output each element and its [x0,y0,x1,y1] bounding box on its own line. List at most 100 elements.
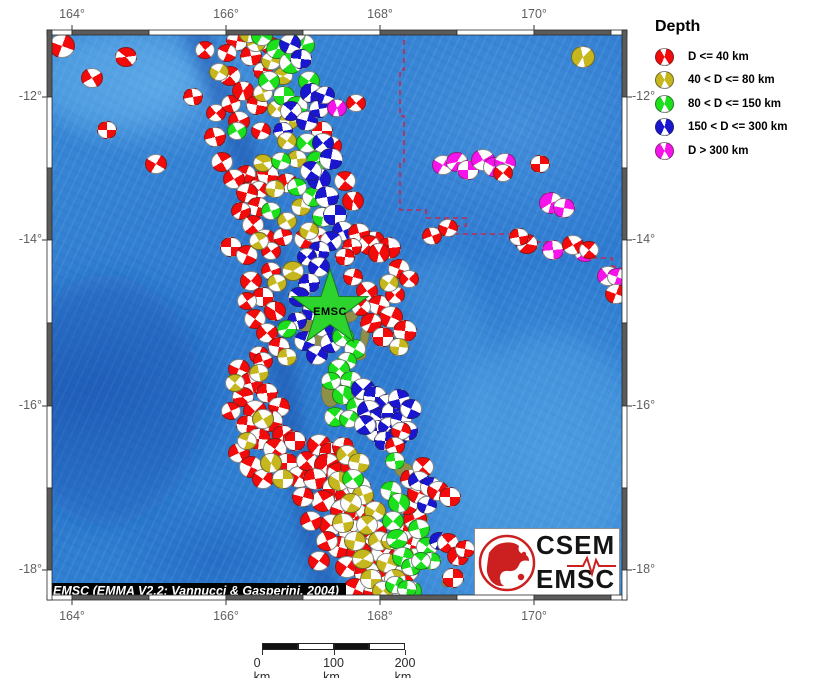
focal-mechanism [327,98,347,118]
focal-mechanism [81,67,103,89]
axis-label: 164° [59,7,85,21]
axis-label: 166° [213,609,239,623]
focal-mechanism [277,319,297,339]
focal-mechanism [379,273,399,293]
focal-mechanism [438,218,458,238]
legend-item-label: 40 < D <= 80 km [688,74,775,87]
focal-mechanism [261,201,281,221]
focal-mechanism [282,260,304,282]
legend-beachball-icon [655,141,674,160]
focal-mechanism [299,221,319,241]
focal-mechanism [455,539,475,559]
legend-item: 80 < D <= 150 km [655,92,787,116]
focal-mechanism [368,242,390,264]
scale-bar-segment [262,643,298,650]
legend-item-label: D > 300 km [688,144,749,157]
focal-mechanism [571,45,595,69]
focal-mechanism [542,239,564,261]
focal-mechanism [382,510,404,532]
focal-mechanism [553,197,575,219]
focal-mechanism [236,244,258,266]
focal-mechanism [260,452,282,474]
csem-emsc-logo: CSEM EMSC [474,528,620,598]
focal-mechanism [195,40,215,60]
focal-mechanism [493,163,513,183]
focal-mechanism [240,270,262,292]
focal-mechanism [385,451,405,471]
focal-mechanism [209,62,229,82]
focal-mechanism [273,227,293,247]
focal-mechanism [335,247,355,267]
legend-item: D > 300 km [655,139,787,163]
focal-mechanism [265,179,285,199]
focal-mechanism [211,151,233,173]
scale-bar-label: 200 km [394,656,416,678]
scale-bar-tick [333,650,335,655]
focal-mechanism [422,226,442,246]
focal-mechanism [332,512,354,534]
legend-item: 150 < D <= 300 km [655,116,787,140]
seismogram-icon [567,555,616,577]
legend-item-label: 80 < D <= 150 km [688,97,782,110]
logo-emsc-text: EMSC [536,564,616,594]
scale-bar-label: 100 km [323,656,344,678]
focal-mechanism [605,283,627,305]
emsc-station-label: EMSC [313,306,347,318]
focal-mechanism [264,300,286,322]
focal-mechanism [277,131,297,151]
focal-mechanism [277,211,297,231]
axis-label: 168° [367,609,393,623]
map-canvas: EMSC EMSC (EMMA V2.2; Vannucci & Gasperi… [47,30,627,600]
scale-bar-tick [405,650,406,655]
focal-mechanism [271,151,291,171]
scale-bar-segment [297,643,334,650]
scale-bar-label: 0 km [253,656,271,678]
focal-mechanism [316,530,338,552]
focal-mechanism [49,33,75,59]
axis-label: 166° [213,7,239,21]
focal-mechanism [356,514,378,536]
focal-mechanism [346,93,366,113]
focal-mechanism [342,468,364,490]
legend-item: 40 < D <= 80 km [655,69,787,93]
focal-mechanism [115,46,137,68]
legend-items: D <= 40 km 40 < D <= 80 km 80 < D <= 150 k… [655,45,787,163]
focal-mechanism [221,401,241,421]
focal-mechanism [308,550,330,572]
focal-mechanism [292,486,314,508]
focal-mechanism [225,373,245,393]
focal-mechanism [145,153,167,175]
axis-label: -14° [18,232,42,246]
focal-mechanism [389,337,409,357]
focal-mechanism [217,43,237,63]
focal-mechanism [272,468,294,490]
focal-mechanism [267,273,287,293]
focal-mechanism [442,567,464,589]
focal-mechanism [372,326,394,348]
focal-mechanism [300,510,322,532]
scale-bar-tick [262,650,263,655]
focal-mechanism [277,347,297,367]
scale-bar-segment [369,643,405,650]
focal-mechanism [400,398,422,420]
focal-mechanisms-layer [47,30,627,600]
focal-mechanism [204,126,226,148]
focal-mechanism [530,154,550,174]
axis-label: -18° [18,562,42,576]
depth-legend: Depth D <= 40 km 40 < D <= 80 km 80 < D <=… [655,18,787,163]
focal-mechanism [352,548,374,570]
focal-mechanism [284,430,306,452]
legend-beachball-icon [655,94,674,113]
focal-mechanism [340,492,362,514]
focal-mechanism [579,240,599,260]
focal-mechanism [249,363,269,383]
axis-label: -16° [18,398,42,412]
focal-mechanism [334,170,356,192]
focal-mechanism [251,121,271,141]
axis-label: -16° [632,398,656,412]
legend-title: Depth [655,18,701,35]
focal-mechanism [354,414,376,436]
map-caption: EMSC (EMMA V2.2; Vannucci & Gasperini, 2… [47,583,346,600]
focal-mechanism [290,48,312,70]
